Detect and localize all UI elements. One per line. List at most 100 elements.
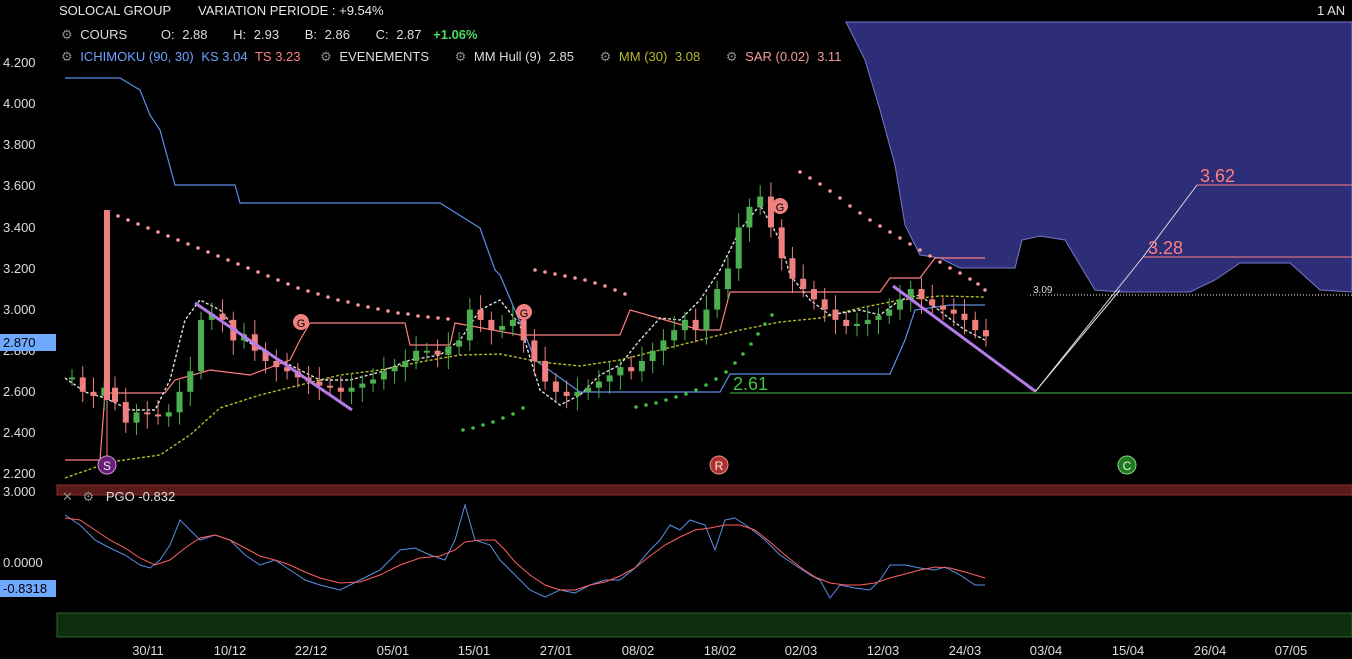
candle-body — [348, 387, 355, 392]
pane-divider[interactable] — [56, 484, 1352, 496]
candle-body — [499, 326, 506, 331]
x-tick: 02/03 — [785, 643, 818, 658]
candle-body — [370, 379, 377, 384]
candle-body — [262, 350, 269, 361]
mm30-label[interactable]: MM (30) — [618, 49, 668, 64]
candle-body — [714, 289, 721, 310]
x-tick: 08/02 — [622, 643, 655, 658]
candle-body — [477, 309, 484, 320]
hull-line — [64, 203, 986, 411]
ohlc-row: ⚙ COURS O: 2.88 H: 2.93 B: 2.86 C: 2.87 … — [61, 27, 482, 43]
candle-body — [983, 330, 989, 337]
pgo-axis-top: 3.000 — [3, 484, 36, 499]
marker-g[interactable]: G — [516, 304, 532, 320]
mm30-line — [64, 295, 986, 479]
gear-icon[interactable]: ⚙ — [82, 489, 95, 504]
x-tick: 24/03 — [949, 643, 982, 658]
gear-icon[interactable]: ⚙ — [725, 49, 738, 64]
pgo-oversold-zone — [56, 612, 1352, 638]
trend-line — [194, 301, 353, 412]
marker-s[interactable]: S — [97, 455, 117, 475]
projection-line — [1034, 184, 1198, 393]
marker-r-text: R — [715, 459, 724, 473]
candle-body — [606, 375, 613, 382]
marker-g-text: G — [297, 318, 306, 330]
candle-body — [187, 371, 194, 392]
pgo-axis-zero: 0.0000 — [3, 555, 43, 570]
events-label[interactable]: EVENEMENTS — [339, 49, 429, 64]
candle-body — [757, 196, 764, 207]
candle-body — [445, 346, 452, 355]
period-selector[interactable]: 1 AN — [1317, 3, 1346, 18]
candle-body — [542, 360, 549, 382]
marker-g-text: G — [776, 202, 785, 214]
candle-body — [316, 381, 323, 386]
candle-body — [810, 289, 817, 300]
tenkan-line — [105, 257, 985, 394]
sar-value: 3.11 — [817, 49, 842, 64]
x-tick: 27/01 — [540, 643, 573, 658]
marker-r[interactable]: R — [709, 455, 729, 475]
gear-icon[interactable]: ⚙ — [454, 49, 467, 64]
price-tick: 3.600 — [3, 178, 36, 193]
candle-body — [918, 289, 925, 300]
marker-c-text: C — [1123, 459, 1132, 473]
kijun-line — [65, 77, 985, 393]
pgo-current-badge — [0, 580, 56, 597]
marker-g[interactable]: G — [772, 198, 788, 214]
candle-body — [520, 319, 527, 341]
close-icon[interactable]: ✕ — [62, 489, 73, 504]
candle-body — [391, 367, 398, 372]
gear-icon[interactable]: ⚙ — [599, 49, 612, 64]
price-tick: 3.200 — [3, 261, 36, 276]
marker-s-text: S — [103, 459, 111, 473]
candle-body — [423, 350, 430, 353]
candle-body — [929, 299, 936, 306]
price-tick: 2.600 — [3, 384, 36, 399]
marker-c[interactable]: C — [1117, 455, 1137, 475]
marker-g[interactable]: G — [293, 314, 309, 330]
sar-label[interactable]: SAR (0.02) — [745, 49, 810, 64]
candle-body — [563, 391, 570, 396]
candle-body — [649, 350, 656, 361]
candle-body — [789, 258, 796, 279]
gear-icon[interactable]: ⚙ — [61, 49, 73, 64]
hull-label[interactable]: MM Hull (9) — [473, 49, 542, 64]
candle-body — [104, 210, 110, 400]
gear-icon[interactable]: ⚙ — [61, 27, 73, 42]
mm30-value: 3.08 — [674, 49, 701, 64]
candle-body — [724, 268, 731, 290]
candle-body — [359, 383, 366, 388]
candle-body — [907, 289, 914, 300]
candle-body — [466, 309, 473, 341]
x-tick: 26/04 — [1194, 643, 1227, 658]
gear-icon[interactable]: ⚙ — [320, 49, 332, 64]
candle-body — [853, 323, 860, 327]
candle-body — [735, 227, 742, 269]
candle-body — [176, 391, 183, 413]
candle-body — [595, 381, 602, 388]
candle-body — [165, 412, 172, 417]
candle-body — [778, 227, 785, 259]
ichimoku-label[interactable]: ICHIMOKU (90, 30) — [80, 49, 194, 64]
close-label: C: — [375, 27, 389, 42]
x-tick: 10/12 — [214, 643, 247, 658]
change-value: +1.06% — [433, 27, 478, 42]
candle-body — [509, 319, 516, 327]
candle-body — [219, 313, 226, 320]
candle-body — [821, 299, 828, 310]
candle-body — [456, 340, 463, 347]
price-tick: 3.400 — [3, 220, 36, 235]
hull-value: 2.85 — [548, 49, 575, 64]
level-362-label: 3.62 — [1200, 166, 1235, 186]
candle-body — [273, 360, 280, 368]
close-value: 2.87 — [396, 27, 422, 42]
candle-body — [864, 319, 871, 324]
candle-body — [208, 313, 215, 320]
candle-body — [681, 319, 688, 331]
marker-g-text: G — [520, 308, 529, 320]
candle-body — [939, 305, 946, 310]
candle-body — [574, 391, 581, 396]
price-tick: 4.200 — [3, 55, 36, 70]
